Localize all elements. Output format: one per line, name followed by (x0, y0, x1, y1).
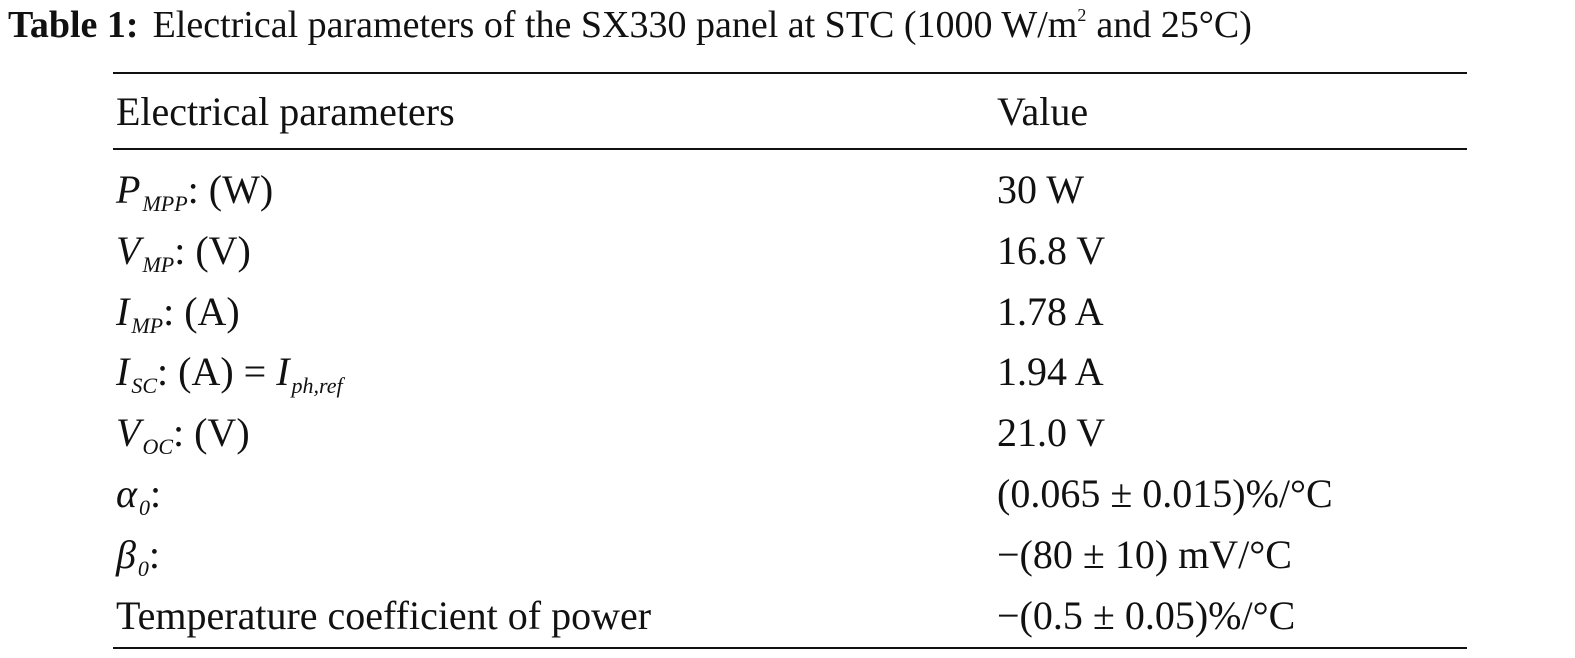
label-part: ph,ref (291, 373, 343, 399)
caption-text: Electrical parameters of the SX330 panel… (152, 4, 1078, 46)
label-part: 0 (139, 495, 150, 520)
value-cell: 16.8 V (997, 227, 1106, 273)
value-cell: 21.0 V (997, 410, 1106, 456)
value-cell: 30 W (997, 167, 1085, 212)
label-part: : (150, 471, 162, 516)
top-rule (113, 72, 1467, 74)
header-cell: Value (997, 89, 1089, 134)
label-part: I (116, 349, 130, 395)
label-part: : (A) (163, 288, 240, 334)
label-cell: α0: (116, 474, 161, 519)
value-cell: 1.78 A (997, 288, 1104, 334)
value-cell: (0.065 ± 0.015)%/°C (997, 471, 1333, 516)
label-cell: β0: (116, 531, 161, 581)
value-cell: −(80 ± 10) mV/°C (997, 531, 1292, 577)
table-caption: Table 1: Electrical parameters of the SX3… (8, 6, 1252, 44)
caption-label: Table 1: (8, 4, 139, 46)
label-cell: VMP: (V) (116, 227, 251, 277)
label-part: OC (142, 434, 173, 460)
label-part: : (148, 531, 161, 577)
value-cell: 1.94 A (997, 349, 1104, 395)
label-part: I (276, 349, 290, 395)
label-part: V (116, 227, 141, 273)
label-part: Temperature coefficient of power (116, 592, 652, 638)
label-cell: Temperature coefficient of power (116, 592, 652, 638)
label-part: V (116, 410, 141, 456)
label-part: β (116, 531, 136, 577)
label-part: MP (131, 312, 164, 338)
label-part: : (A) = (157, 349, 277, 395)
label-part: MP (142, 251, 175, 277)
label-cell: IMP: (A) (116, 288, 240, 338)
label-part: : (V) (173, 410, 250, 456)
label-part: I (116, 288, 130, 334)
label-cell: PMPP: (W) (116, 170, 273, 215)
label-cell: ISC: (A) = Iph,ref (116, 352, 343, 397)
caption-superscript: 2 (1077, 5, 1087, 25)
value-cell: −(0.5 ± 0.05)%/°C (997, 592, 1296, 638)
label-part: 0 (137, 555, 149, 581)
label-part: SC (131, 373, 158, 399)
header-rule (113, 148, 1467, 150)
label-part: : (V) (174, 227, 251, 273)
label-part: α (116, 471, 137, 516)
label-part: MPP (142, 191, 188, 216)
label-cell: VOC: (V) (116, 413, 250, 458)
label-part: P (116, 167, 141, 212)
caption-text-end: and 25°C) (1096, 4, 1252, 46)
label-part: : (W) (187, 167, 274, 212)
header-cell: Electrical parameters (116, 89, 455, 134)
bottom-rule (113, 647, 1467, 649)
